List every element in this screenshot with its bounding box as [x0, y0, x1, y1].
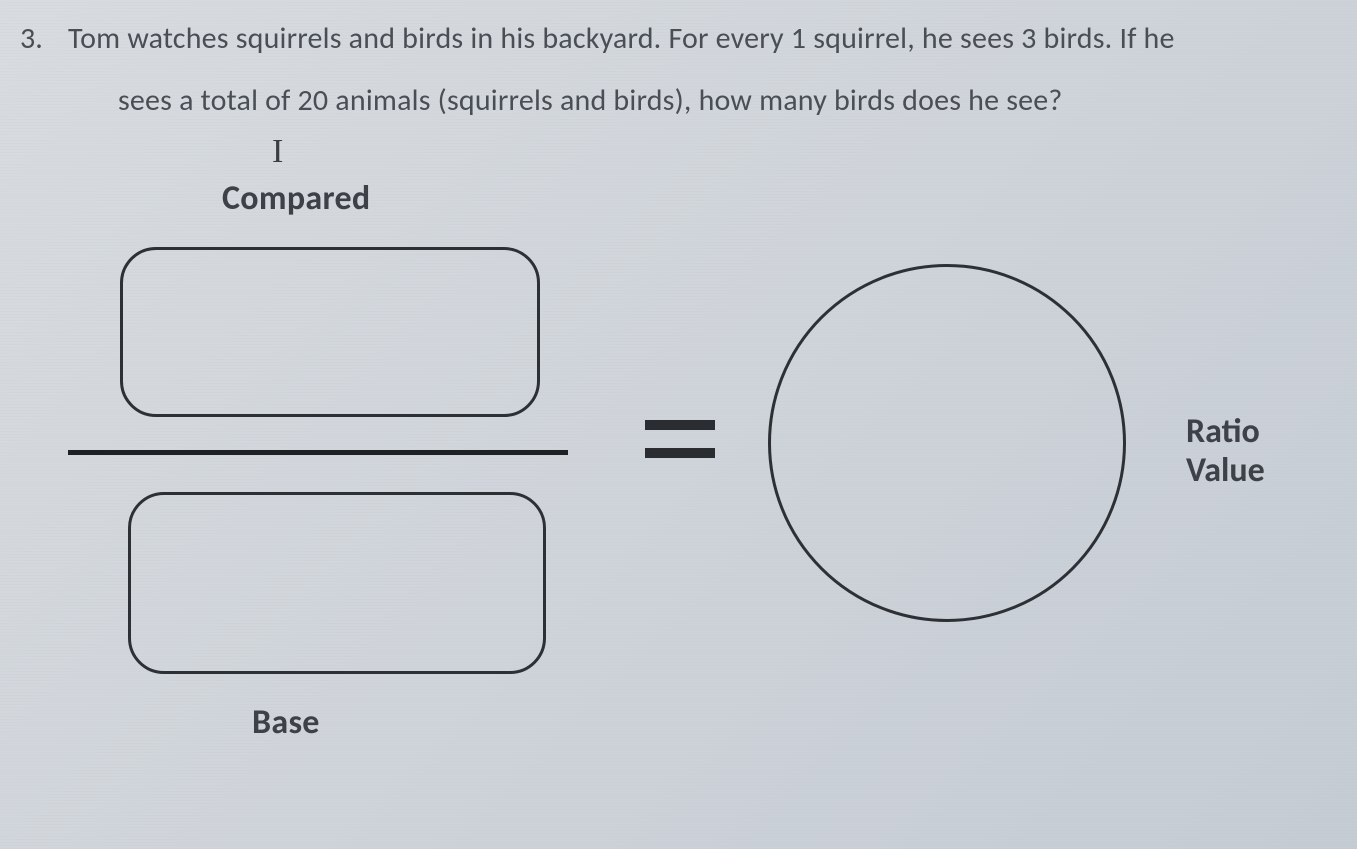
base-box[interactable] — [128, 492, 546, 674]
question-text-line2: sees a total of 20 animals (squirrels an… — [118, 82, 1063, 119]
question-number: 3. — [20, 20, 43, 57]
ratio-value-circle[interactable] — [768, 264, 1126, 622]
ratio-label-line1: Ratio — [1186, 412, 1265, 451]
equals-icon — [645, 420, 725, 458]
equals-bar-bottom — [645, 448, 715, 458]
ratio-value-label: Ratio Value — [1186, 412, 1265, 490]
question-text-line1: Tom watches squirrels and birds in his b… — [68, 20, 1175, 57]
equals-bar-top — [645, 420, 715, 430]
compared-box[interactable] — [120, 247, 540, 417]
base-label: Base — [252, 702, 320, 743]
compared-label: Compared — [222, 178, 370, 219]
fraction-bar — [68, 450, 568, 455]
ratio-label-line2: Value — [1186, 451, 1265, 490]
text-cursor-icon: I — [272, 133, 283, 171]
